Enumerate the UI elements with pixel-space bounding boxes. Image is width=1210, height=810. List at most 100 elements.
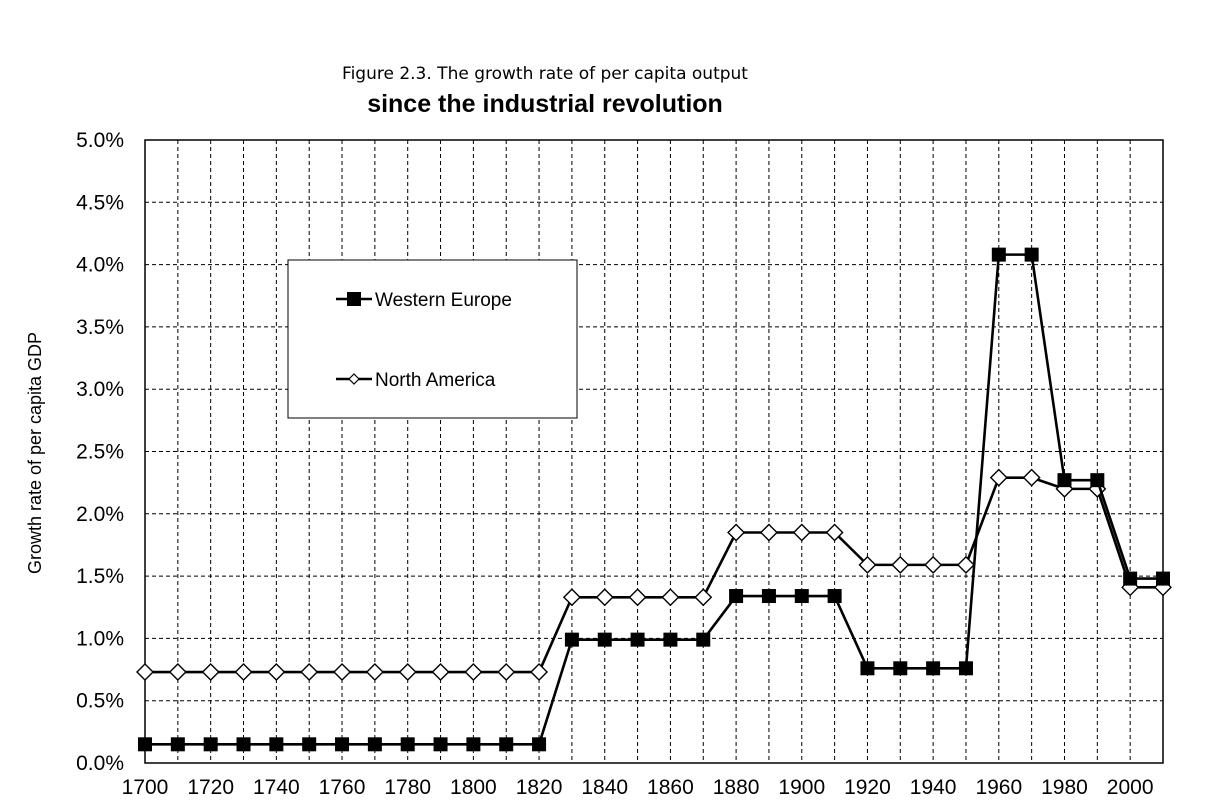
point-north-america: [727, 523, 746, 542]
point-western-europe: [630, 632, 645, 647]
point-western-europe: [499, 737, 514, 752]
point-western-europe: [926, 661, 941, 676]
point-western-europe: [696, 632, 711, 647]
y-tick-label: 5.0%: [76, 129, 124, 152]
point-north-america: [989, 468, 1008, 487]
point-north-america: [267, 663, 286, 682]
series-line-north-america: [145, 476, 1163, 674]
point-western-europe: [367, 737, 382, 752]
legend-item-north-america: North America: [336, 370, 496, 391]
point-north-america: [562, 588, 581, 607]
x-tick-label: 1720: [187, 776, 234, 799]
x-tick-label: 2000: [1107, 776, 1154, 799]
point-north-america: [825, 523, 844, 542]
chart-subtitle: since the industrial revolution: [367, 90, 723, 118]
point-north-america: [924, 555, 943, 574]
x-tick-label: 1940: [910, 776, 957, 799]
point-western-europe: [958, 661, 973, 676]
y-tick-label: 3.5%: [76, 316, 124, 339]
x-tick-label: 1760: [319, 776, 366, 799]
point-north-america: [694, 588, 713, 607]
plot-frame: [144, 139, 1164, 764]
point-western-europe: [335, 737, 350, 752]
y-axis: 0.0% 0.5% 1.0% 1.5% 2.0% 2.5% 3.0% 3.5% 4.0% 4.5%…: [76, 129, 124, 775]
point-western-europe: [302, 737, 317, 752]
point-north-america: [792, 523, 811, 542]
x-tick-label: 1900: [778, 776, 825, 799]
point-western-europe: [269, 737, 284, 752]
y-tick-label: 0.5%: [76, 690, 124, 713]
y-tick-label: 1.5%: [76, 565, 124, 588]
x-tick-label: 1960: [975, 776, 1022, 799]
point-north-america: [234, 663, 253, 682]
point-western-europe: [860, 661, 875, 676]
point-north-america: [1022, 468, 1041, 487]
x-tick-label: 1820: [516, 776, 563, 799]
x-tick-label: 1880: [713, 776, 760, 799]
point-north-america: [595, 588, 614, 607]
series-north-america: [136, 468, 1172, 682]
legend: Western Europe North America: [287, 259, 578, 419]
point-western-europe: [597, 632, 612, 647]
x-tick-label: 1780: [384, 776, 431, 799]
point-north-america: [431, 663, 450, 682]
point-north-america: [201, 663, 220, 682]
point-north-america: [398, 663, 417, 682]
y-axis-label: Growth rate of per capita GDP: [25, 332, 45, 574]
point-western-europe: [170, 737, 185, 752]
point-north-america: [300, 663, 319, 682]
point-north-america: [530, 663, 549, 682]
point-western-europe: [827, 589, 842, 604]
point-western-europe: [1123, 571, 1138, 586]
series-layer: [136, 247, 1172, 752]
point-western-europe: [1057, 473, 1072, 488]
y-tick-label: 0.0%: [76, 752, 124, 775]
point-north-america: [497, 663, 516, 682]
point-western-europe: [532, 737, 547, 752]
point-western-europe: [663, 632, 678, 647]
point-western-europe: [794, 589, 809, 604]
point-north-america: [168, 663, 187, 682]
y-tick-label: 2.5%: [76, 441, 124, 464]
point-north-america: [464, 663, 483, 682]
y-tick-label: 4.5%: [76, 191, 124, 214]
point-north-america: [628, 588, 647, 607]
grid: [145, 140, 1163, 763]
point-western-europe: [761, 589, 776, 604]
point-western-europe: [203, 737, 218, 752]
point-north-america: [661, 588, 680, 607]
legend-label: Western Europe: [375, 290, 512, 311]
x-tick-label: 1860: [647, 776, 694, 799]
legend-marker: [347, 292, 361, 306]
point-western-europe: [564, 632, 579, 647]
legend-marker: [348, 373, 360, 385]
point-western-europe: [433, 737, 448, 752]
point-north-america: [956, 555, 975, 574]
point-western-europe: [729, 589, 744, 604]
point-north-america: [759, 523, 778, 542]
point-western-europe: [1090, 473, 1105, 488]
point-western-europe: [138, 737, 152, 752]
y-tick-label: 2.0%: [76, 503, 124, 526]
chart-title: Figure 2.3. The growth rate of per capit…: [342, 64, 748, 84]
x-tick-label: 1920: [844, 776, 891, 799]
legend-label: North America: [375, 370, 496, 391]
point-north-america: [891, 555, 910, 574]
point-western-europe: [893, 661, 908, 676]
legend-item-western-europe: Western Europe: [336, 290, 512, 311]
point-western-europe: [991, 247, 1006, 262]
point-western-europe: [466, 737, 481, 752]
x-tick-label: 1840: [581, 776, 628, 799]
point-north-america: [136, 663, 154, 682]
point-north-america: [365, 663, 384, 682]
point-western-europe: [1156, 571, 1170, 586]
x-tick-label: 1980: [1041, 776, 1088, 799]
y-tick-label: 1.0%: [76, 627, 124, 650]
legend-box: [287, 259, 578, 419]
x-tick-label: 1800: [450, 776, 497, 799]
point-western-europe: [400, 737, 415, 752]
x-axis: 1700 1720 1740 1760 1780 1800 1820 1840 1860 1880…: [122, 776, 1154, 799]
point-western-europe: [1024, 247, 1039, 262]
series-western-europe: [138, 247, 1170, 752]
